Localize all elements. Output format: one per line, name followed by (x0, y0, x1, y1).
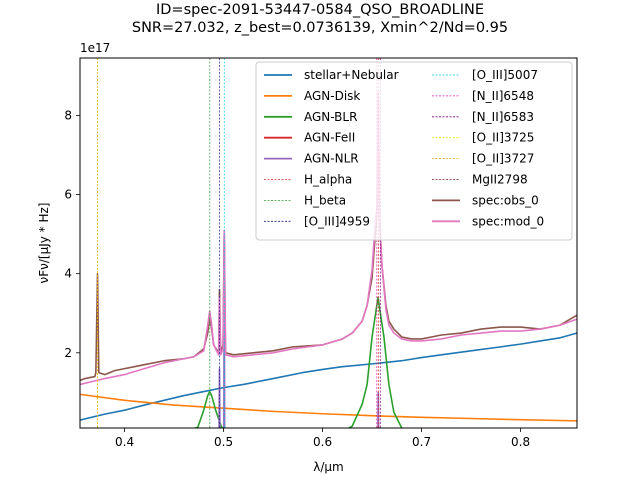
series-spec-mod-0 (80, 90, 577, 386)
series-agn-disk (80, 393, 577, 422)
emission-line-layer (96, 58, 381, 428)
x-ticks: 0.4 0.5 0.6 0.7 0.8 (115, 428, 530, 449)
legend-label: [N_II]6548 (472, 89, 534, 103)
legend-label: MgII2798 (472, 173, 528, 187)
x-tick-label: 0.8 (511, 435, 530, 449)
legend-label: [O_II]3727 (472, 152, 534, 166)
legend-label: [O_III]5007 (472, 68, 538, 82)
series-agn-blr (193, 296, 404, 428)
legend-label: spec:obs_0 (472, 193, 539, 207)
y-tick-label: 2 (64, 346, 72, 360)
legend: stellar+Nebular AGN-Disk AGN-BLR AGN-FeII AG… (255, 61, 573, 241)
legend-label: [O_III]4959 (304, 214, 370, 228)
series-stellar-nebular (80, 332, 577, 421)
y-tick-label: 8 (64, 108, 72, 122)
x-axis-label: λ/μm (313, 460, 343, 474)
legend-label: [O_II]3725 (472, 131, 534, 145)
legend-label: AGN-Disk (304, 89, 360, 103)
legend-label: [N_II]6583 (472, 110, 534, 124)
x-tick-label: 0.6 (313, 435, 332, 449)
legend-label: AGN-FeII (304, 131, 355, 145)
y-offset-text: 1e17 (80, 41, 110, 55)
y-ticks: 2 4 6 8 (64, 108, 80, 360)
y-tick-label: 4 (64, 267, 72, 281)
legend-label: H_alpha (304, 173, 352, 187)
legend-label: AGN-NLR (304, 152, 359, 166)
x-tick-label: 0.7 (412, 435, 431, 449)
chart-title-line-2: SNR=27.032, z_best=0.0736139, Xmin^2/Nd=… (131, 20, 509, 36)
y-axis-label: νFν/[μJy * Hz] (37, 203, 51, 284)
legend-label: stellar+Nebular (304, 68, 399, 82)
y-tick-label: 6 (64, 188, 72, 202)
axes-frame (79, 57, 578, 429)
chart-title-line-1: ID=spec-2091-53447-0584_QSO_BROADLINE (155, 2, 485, 18)
x-tick-label: 0.4 (115, 435, 134, 449)
series-layer (80, 90, 577, 428)
series-spec-obs-0 (80, 94, 577, 382)
x-tick-label: 0.5 (214, 435, 233, 449)
legend-label: H_beta (304, 193, 346, 207)
legend-label: spec:mod_0 (472, 214, 544, 228)
legend-label: AGN-BLR (304, 110, 357, 124)
